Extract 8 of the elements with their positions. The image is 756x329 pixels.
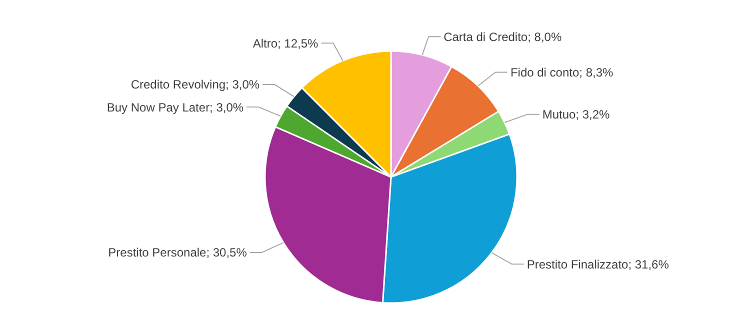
slice-label: Fido di conto; 8,3% xyxy=(510,65,614,80)
slice-label: Credito Revolving; 3,0% xyxy=(130,78,260,92)
slice-label: Buy Now Pay Later; 3,0% xyxy=(106,100,244,114)
slice-label: Prestito Finalizzato; 31,6% xyxy=(526,257,670,272)
slice-label: Altro; 12,5% xyxy=(252,36,319,50)
slice-label: Prestito Personale; 30,5% xyxy=(108,246,248,260)
slice-label: Carta di Credito; 8,0% xyxy=(444,30,562,44)
slice-label: Mutuo; 3,2% xyxy=(542,108,610,122)
